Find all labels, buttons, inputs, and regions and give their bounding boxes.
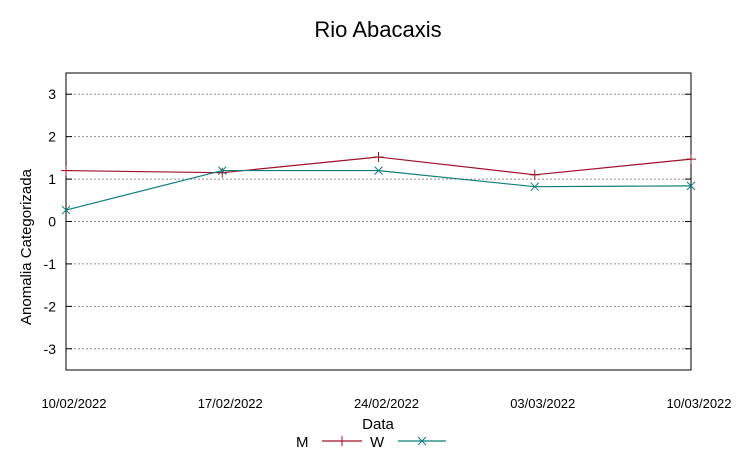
data-point	[529, 169, 540, 180]
data-point	[217, 167, 228, 178]
data-point	[530, 182, 540, 192]
y-tick-label: 0	[48, 214, 56, 230]
x-tick-label: 10/02/2022	[41, 396, 106, 411]
point-marker	[686, 181, 696, 191]
point-marker	[530, 182, 540, 192]
legend: M W	[296, 434, 446, 451]
y-tick-label: -2	[44, 298, 57, 314]
x-axis-ticks: 10/02/2022 17/02/2022 24/02/2022 03/03/2022…	[41, 396, 731, 411]
data-point	[61, 165, 71, 176]
y-tick-label: -3	[44, 341, 57, 357]
y-axis-label: Anomalia Categorizada	[18, 168, 35, 325]
data-point	[61, 205, 71, 215]
series-layer	[61, 152, 696, 215]
y-tick-label: 2	[48, 129, 56, 145]
data-point	[686, 154, 696, 165]
point-marker	[374, 166, 383, 175]
grid	[66, 93, 691, 350]
legend-sample-w	[398, 436, 446, 446]
data-point	[373, 152, 384, 163]
data-point	[217, 166, 227, 175]
y-tick-label: -1	[44, 256, 57, 272]
x-tick-label: 24/02/2022	[354, 396, 419, 411]
point-marker	[217, 166, 227, 175]
y-tick-label: 1	[48, 171, 56, 187]
legend-label-m: M	[296, 434, 309, 451]
y-tick-label: 3	[48, 86, 56, 102]
x-tick-label: 10/03/2022	[666, 396, 731, 411]
y-axis-ticks: 3 2 1 0 -1 -2 -3	[44, 86, 691, 357]
legend-marker	[417, 436, 427, 446]
x-axis-label: Data	[362, 416, 394, 433]
data-point	[686, 181, 696, 191]
x-tick-label: 03/03/2022	[510, 396, 575, 411]
data-point	[374, 166, 383, 175]
point-marker	[61, 205, 71, 215]
legend-sample-m	[322, 436, 362, 446]
legend-label-w: W	[370, 434, 385, 451]
x-tick-label: 17/02/2022	[198, 396, 263, 411]
series-w-line	[65, 169, 692, 211]
series-m	[61, 152, 696, 180]
chart-title: Rio Abacaxis	[314, 17, 441, 42]
series-w	[61, 166, 696, 215]
